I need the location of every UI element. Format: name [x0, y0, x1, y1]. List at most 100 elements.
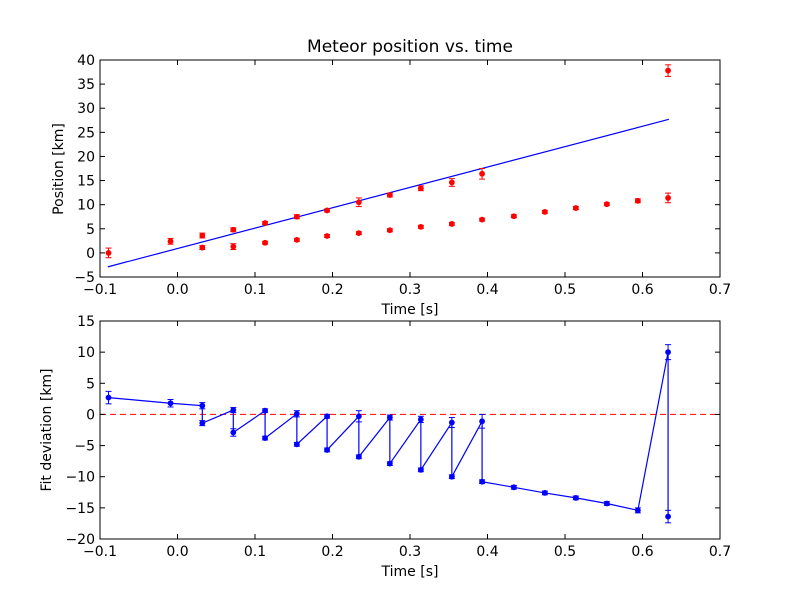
- x-tick-label: 0.7: [709, 544, 731, 560]
- data-point: [510, 213, 517, 220]
- data-point: [230, 226, 237, 233]
- y-axis-label: Fit deviation [km]: [39, 368, 55, 491]
- data-point: [417, 416, 424, 423]
- data-point: [293, 410, 300, 417]
- x-axis-label: Time [s]: [381, 302, 439, 318]
- data-point: [448, 221, 455, 227]
- data-point: [448, 473, 455, 480]
- data-point: [417, 466, 424, 473]
- x-tick-label: 0.5: [554, 282, 576, 298]
- y-tick-label: 40: [77, 53, 95, 69]
- y-tick-label: 15: [77, 174, 95, 190]
- data-point: [479, 418, 485, 425]
- data-point: [665, 513, 671, 520]
- chart-title: Meteor position vs. time: [307, 37, 513, 57]
- x-tick-label: 0.7: [709, 282, 731, 298]
- y-tick-label: −15: [65, 501, 95, 517]
- x-tick-label: 0.1: [244, 282, 266, 298]
- fit-deviation-chart: Time [s] Fit deviation [km] −0.1 0.0 0.1 0.…: [39, 314, 731, 580]
- data-point: [386, 414, 393, 421]
- y-tick-label: −10: [65, 470, 95, 486]
- position-chart: Meteor position vs. time Time [s] Positi…: [51, 37, 731, 318]
- x-tick-label: −0.1: [83, 544, 117, 560]
- data-point: [262, 407, 268, 414]
- data-point: [199, 402, 206, 409]
- data-point: [230, 429, 237, 436]
- y-tick-label: 10: [77, 345, 95, 361]
- data-point: [448, 419, 455, 426]
- data-point: [355, 230, 362, 237]
- data-point: [479, 170, 485, 177]
- data-point: [355, 453, 362, 460]
- x-tick-label: 0.2: [321, 282, 343, 298]
- data-point: [262, 220, 268, 226]
- data-point: [293, 441, 300, 448]
- data-point: [541, 490, 548, 496]
- data-point: [665, 349, 671, 356]
- y-tick-label: 30: [77, 101, 95, 117]
- y-tick-label: 0: [86, 246, 95, 262]
- data-point: [510, 484, 517, 491]
- x-tick-label: 0.4: [476, 544, 498, 560]
- x-tick-label: 0.2: [321, 544, 343, 560]
- x-tick-label: 0.3: [399, 544, 421, 560]
- data-point: [386, 227, 393, 234]
- data-point: [448, 179, 455, 186]
- data-point: [541, 209, 548, 215]
- data-point: [417, 185, 424, 192]
- y-axis-label: Position [km]: [51, 123, 67, 215]
- x-tick-label: 0.6: [631, 282, 653, 298]
- data-point: [665, 195, 671, 201]
- data-point: [634, 507, 641, 514]
- x-tick-label: 0.0: [166, 282, 188, 298]
- y-tick-label: −5: [74, 439, 95, 455]
- data-point: [230, 407, 237, 413]
- data-point: [572, 205, 579, 211]
- data-point: [386, 192, 393, 198]
- data-point: [479, 216, 485, 223]
- data-point: [293, 236, 300, 243]
- data-point: [199, 244, 206, 251]
- data-point: [355, 413, 362, 420]
- x-tick-label: 0.0: [166, 544, 188, 560]
- x-tick-label: 0.1: [244, 544, 266, 560]
- x-tick-label: 0.5: [554, 544, 576, 560]
- y-tick-label: 10: [77, 198, 95, 214]
- y-tick-label: 20: [77, 149, 95, 165]
- data-point: [262, 435, 268, 441]
- y-tick-label: 15: [77, 314, 95, 330]
- data-point: [355, 199, 362, 206]
- y-tick-label: −20: [65, 532, 95, 548]
- x-tick-label: 0.3: [399, 282, 421, 298]
- data-point: [324, 413, 330, 420]
- data-point: [324, 233, 330, 239]
- x-tick-label: 0.4: [476, 282, 498, 298]
- data-point: [479, 478, 485, 485]
- data-point: [324, 447, 330, 453]
- data-point: [603, 201, 610, 208]
- data-point: [665, 67, 671, 74]
- y-tick-label: 25: [77, 125, 95, 141]
- data-point: [572, 494, 579, 501]
- y-tick-label: 0: [86, 407, 95, 423]
- y-tick-label: 5: [86, 376, 95, 392]
- data-point: [167, 238, 174, 245]
- data-point: [262, 239, 268, 246]
- data-point: [324, 207, 330, 214]
- x-tick-label: 0.6: [631, 544, 653, 560]
- y-tick-label: 35: [77, 77, 95, 93]
- data-point: [386, 460, 393, 467]
- y-tick-label: −5: [74, 270, 95, 286]
- data-point: [603, 500, 610, 507]
- data-point: [105, 394, 112, 401]
- data-point: [293, 213, 300, 220]
- data-point: [230, 243, 237, 250]
- x-tick-label: −0.1: [83, 282, 117, 298]
- data-point: [634, 197, 641, 204]
- data-point: [417, 223, 424, 230]
- data-point: [167, 400, 174, 407]
- data-point: [199, 420, 206, 427]
- x-axis-label: Time [s]: [381, 564, 439, 580]
